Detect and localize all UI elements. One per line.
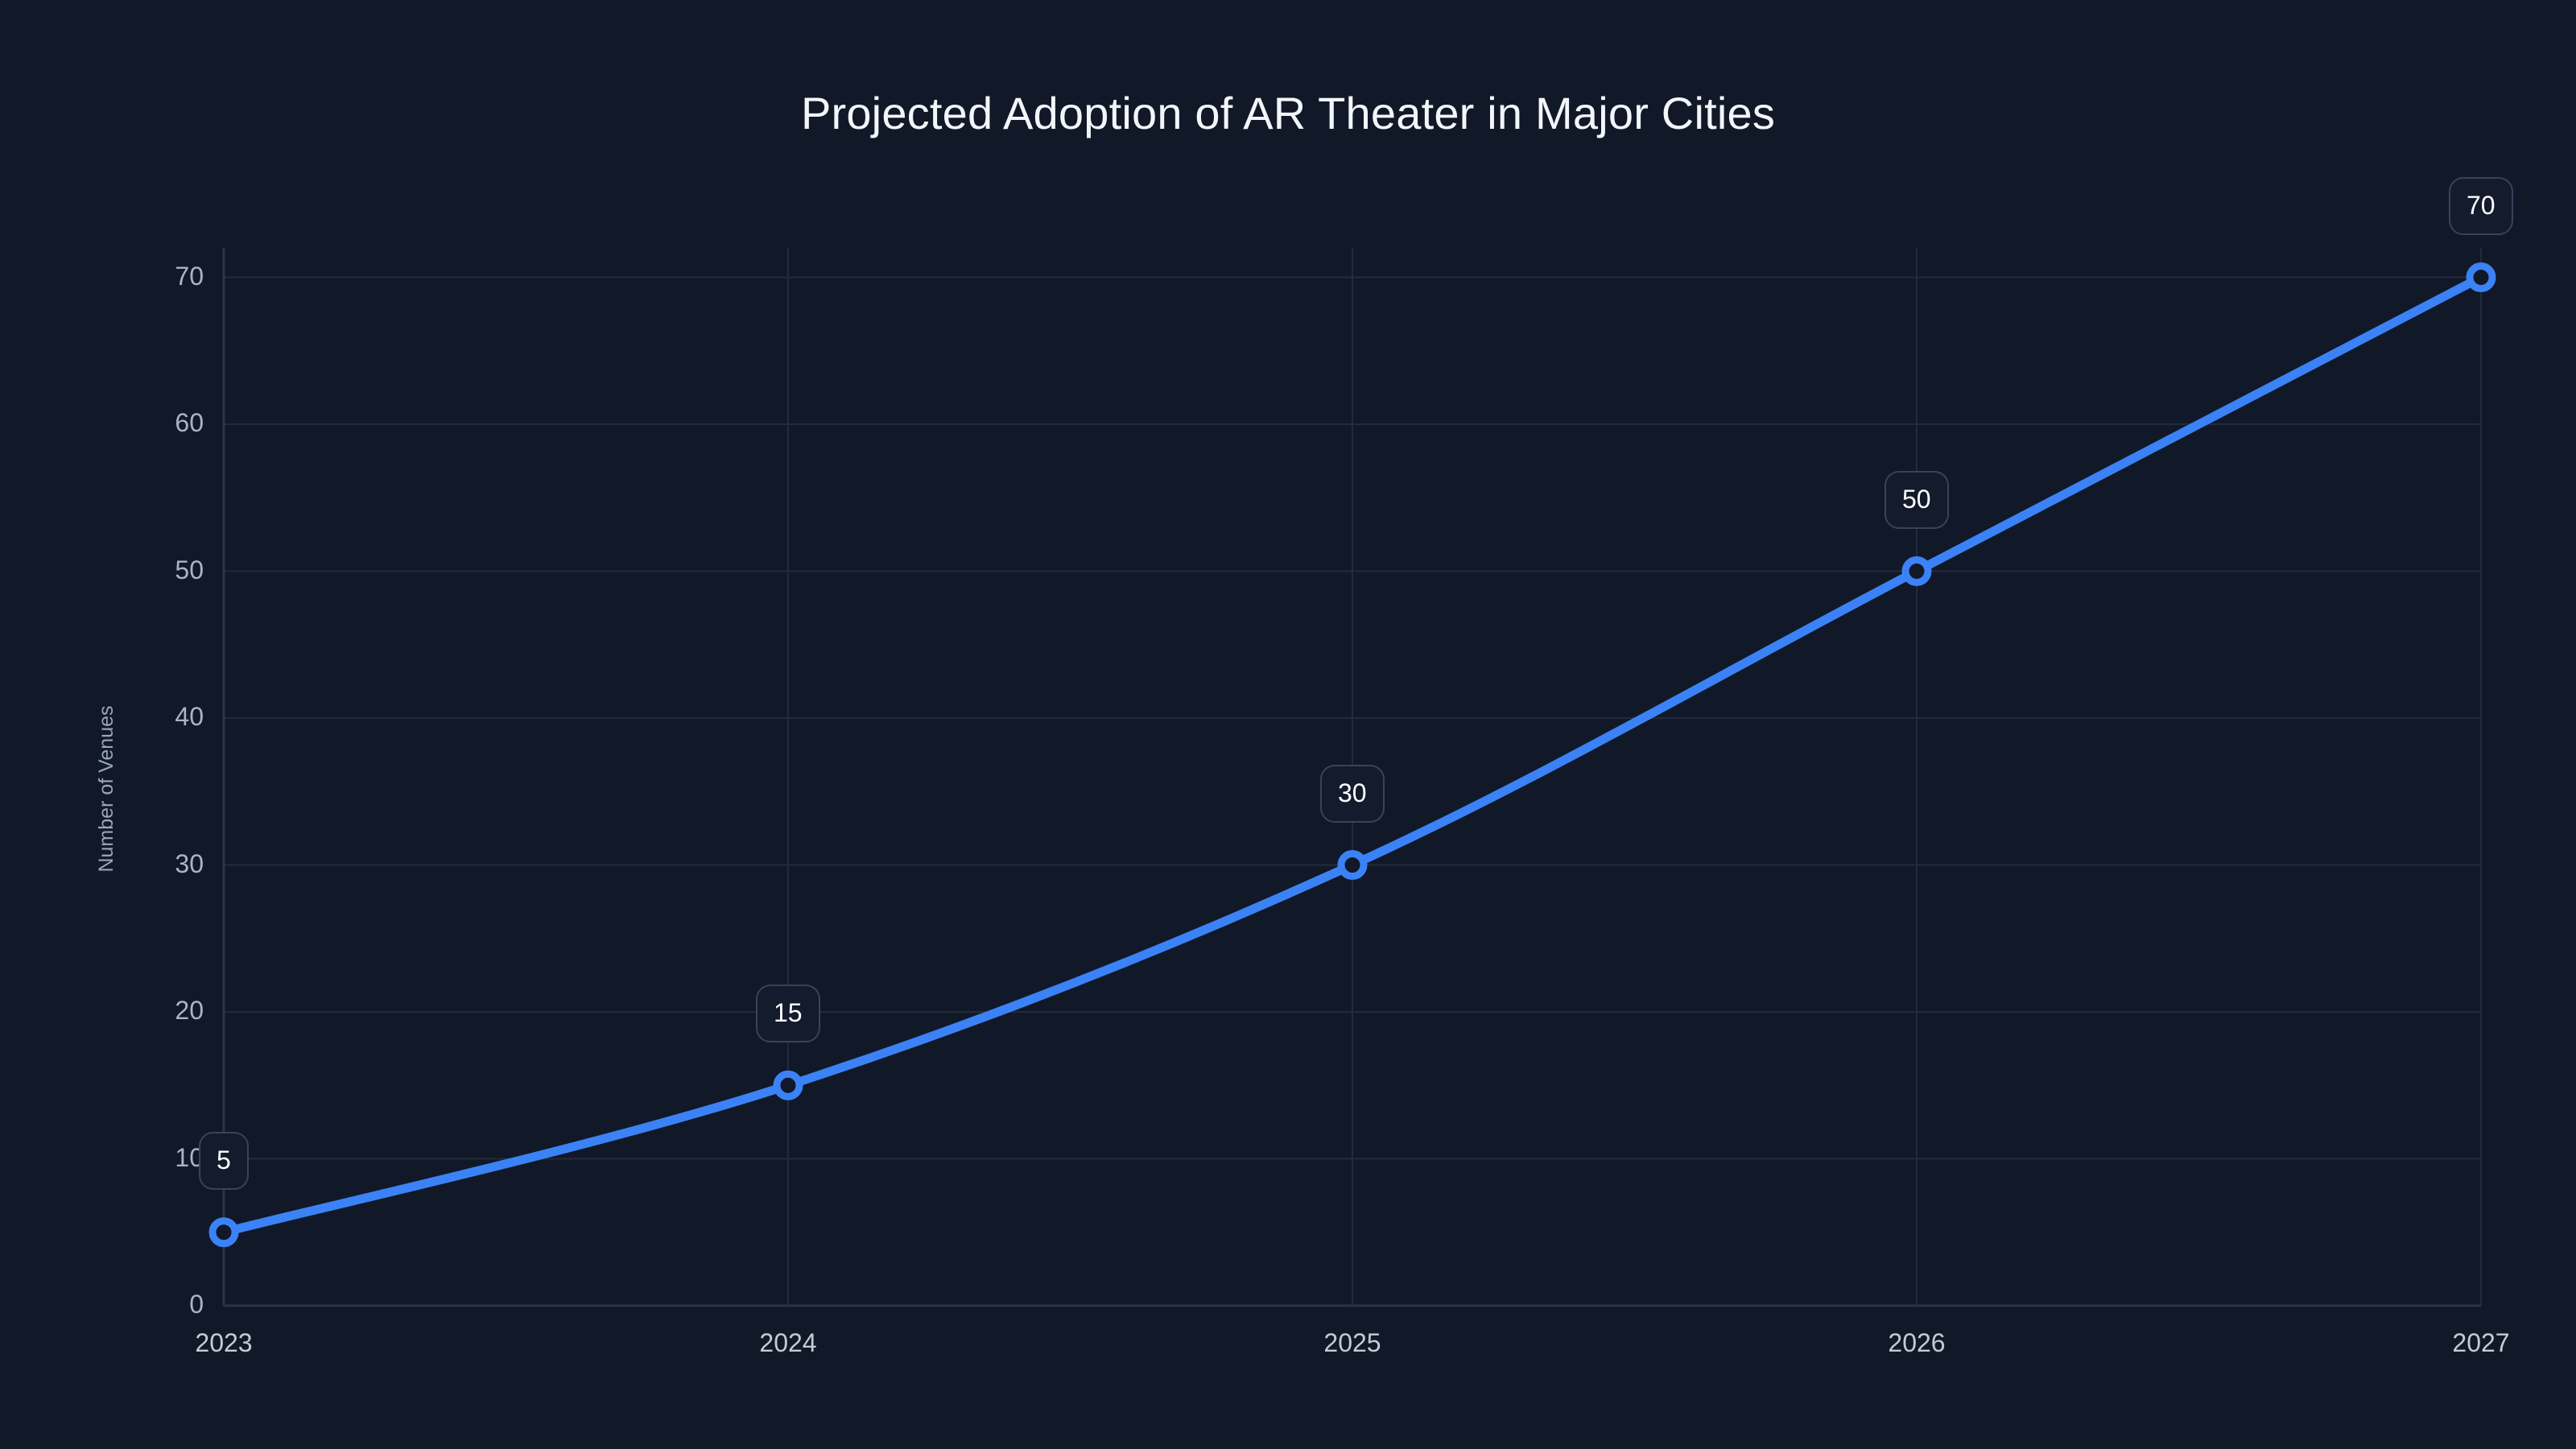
y-axis-tick-label: 10 <box>175 1142 204 1172</box>
y-axis-tick-label: 60 <box>175 408 204 437</box>
x-axis-tick-label: 2025 <box>1323 1328 1381 1357</box>
data-point-marker[interactable] <box>208 1217 239 1248</box>
data-point-value-badge: 30 <box>1320 764 1385 823</box>
y-axis-tick-label: 0 <box>189 1290 204 1319</box>
x-axis-tick-label: 2027 <box>2452 1328 2510 1357</box>
y-axis-tick-label: 70 <box>175 261 204 291</box>
data-point-value-badge: 50 <box>1885 470 1949 529</box>
data-point-value-badge: 5 <box>199 1131 249 1190</box>
y-axis-tick-label: 40 <box>175 702 204 731</box>
data-point-value-badge: 70 <box>2449 176 2513 235</box>
data-point-markers <box>208 262 2496 1248</box>
data-point-marker[interactable] <box>773 1070 803 1100</box>
y-axis-tick-label: 50 <box>175 555 204 584</box>
x-axis-tick-label: 2026 <box>1888 1328 1946 1357</box>
data-point-marker[interactable] <box>2466 262 2496 292</box>
x-axis-tick-label: 2024 <box>759 1328 817 1357</box>
data-point-marker[interactable] <box>1901 556 1932 586</box>
page-title: Projected Adoption of AR Theater in Majo… <box>800 88 1776 138</box>
y-axis-tick-label: 20 <box>175 996 204 1025</box>
y-axis-tick-label: 30 <box>175 848 204 878</box>
x-axis-tick-label: 2023 <box>195 1328 253 1357</box>
data-point-marker[interactable] <box>1337 850 1368 880</box>
data-point-value-badge: 15 <box>756 985 820 1043</box>
